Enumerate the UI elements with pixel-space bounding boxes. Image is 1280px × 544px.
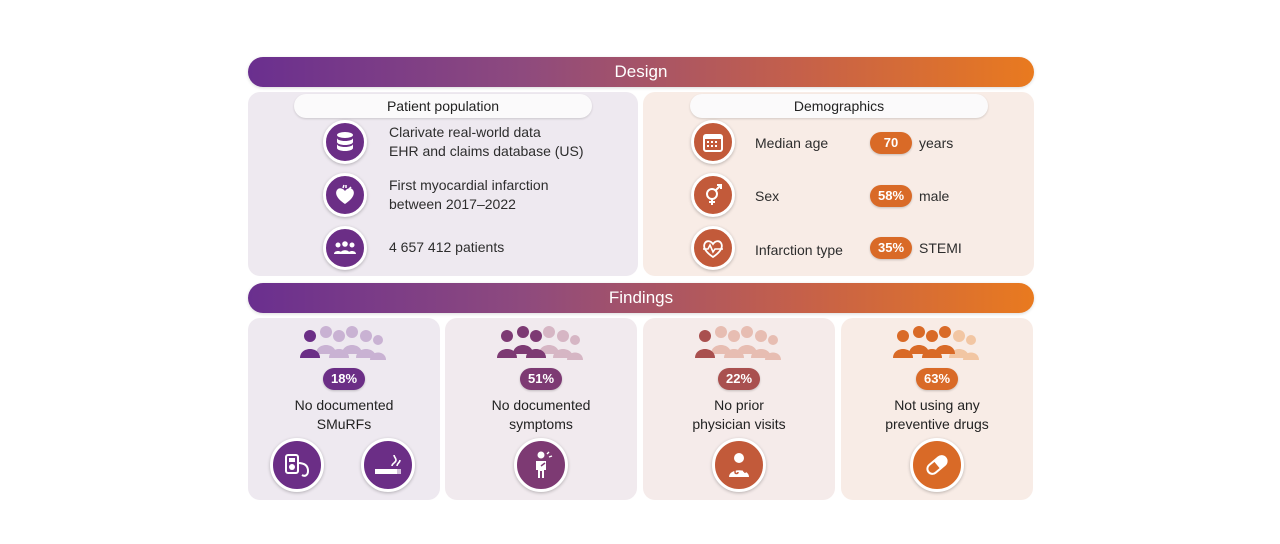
infarction-type-unit: STEMI: [919, 240, 962, 256]
median-age-value: 70: [870, 132, 912, 154]
finding-value-smurfs: 18%: [323, 368, 365, 390]
finding-text-smurfs-line1: No documented: [294, 397, 394, 413]
people-proportion-icon: [300, 326, 386, 360]
finding-text-physician-line2: physician visits: [692, 416, 786, 432]
people-proportion-icon: [893, 326, 979, 360]
median-age-label: Median age: [755, 135, 829, 151]
design-banner: Design: [248, 57, 1034, 87]
doctor-icon: [712, 438, 766, 492]
median-age-unit: years: [919, 135, 954, 151]
finding-text-physician: No prior physician visits: [643, 396, 835, 434]
finding-card-physician: 22% No prior physician visits: [643, 318, 835, 500]
findings-banner: Findings: [248, 283, 1034, 313]
finding-card-smurfs: 18% No documented SMuRFs: [248, 318, 440, 500]
people-group-icon: [323, 226, 367, 270]
cigarette-icon: [361, 438, 415, 492]
heart-icon: [323, 173, 367, 217]
finding-text-smurfs-line2: SMuRFs: [316, 416, 372, 432]
finding-text-symptoms: No documented symptoms: [445, 396, 637, 434]
pill-icon: [910, 438, 964, 492]
infarction-type-label: Infarction type: [755, 242, 843, 258]
population-item-2-line1: First myocardial infarction: [389, 177, 549, 193]
population-item-2: First myocardial infarction between 2017…: [389, 176, 549, 214]
blood-pressure-monitor-icon: [270, 438, 324, 492]
finding-text-drugs-line2: preventive drugs: [885, 416, 989, 432]
sex-value: 58%: [870, 185, 912, 207]
people-proportion-icon: [695, 326, 781, 360]
patient-population-title: Patient population: [294, 94, 592, 118]
population-item-2-line2: between 2017–2022: [389, 196, 516, 212]
finding-text-drugs: Not using any preventive drugs: [841, 396, 1033, 434]
people-proportion-icon: [497, 326, 583, 360]
finding-text-symptoms-line1: No documented: [491, 397, 591, 413]
patient-population-panel: Patient population Clarivate real-world …: [248, 92, 638, 276]
finding-text-symptoms-line2: symptoms: [509, 416, 573, 432]
sex-unit: male: [919, 188, 950, 204]
ecg-heart-icon: [691, 226, 735, 270]
finding-text-physician-line1: No prior: [714, 397, 764, 413]
population-item-3: 4 657 412 patients: [389, 239, 505, 255]
population-item-1-line1: Clarivate real-world data: [389, 124, 541, 140]
infarction-type-value: 35%: [870, 237, 912, 259]
demographics-title: Demographics: [690, 94, 988, 118]
demographics-panel: Demographics Median age 70 years Sex 58%…: [643, 92, 1034, 276]
sex-label: Sex: [755, 188, 780, 204]
population-item-1: Clarivate real-world data EHR and claims…: [389, 123, 584, 161]
gender-icon: [691, 173, 735, 217]
finding-text-drugs-line1: Not using any: [894, 397, 980, 413]
finding-value-symptoms: 51%: [520, 368, 562, 390]
calendar-icon: [691, 120, 735, 164]
finding-text-smurfs: No documented SMuRFs: [248, 396, 440, 434]
population-item-1-line2: EHR and claims database (US): [389, 143, 584, 159]
chest-pain-person-icon: [514, 438, 568, 492]
finding-card-drugs: 63% Not using any preventive drugs: [841, 318, 1033, 500]
database-icon: [323, 120, 367, 164]
finding-value-drugs: 63%: [916, 368, 958, 390]
finding-value-physician: 22%: [718, 368, 760, 390]
finding-card-symptoms: 51% No documented symptoms: [445, 318, 637, 500]
